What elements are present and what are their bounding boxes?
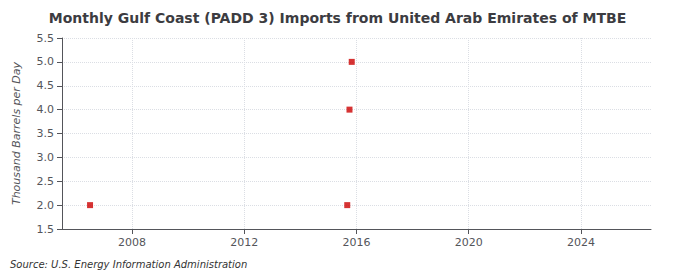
svg-text:2016: 2016	[343, 236, 371, 249]
svg-text:Monthly Gulf Coast (PADD 3) Im: Monthly Gulf Coast (PADD 3) Imports from…	[49, 10, 626, 26]
svg-text:3.5: 3.5	[37, 127, 55, 140]
svg-text:4.5: 4.5	[37, 79, 55, 92]
svg-text:2012: 2012	[230, 236, 258, 249]
svg-text:2020: 2020	[455, 236, 483, 249]
svg-text:Source: U.S. Energy Informatio: Source: U.S. Energy Information Administ…	[10, 259, 247, 270]
svg-text:5.0: 5.0	[37, 55, 55, 68]
svg-text:3.0: 3.0	[37, 151, 55, 164]
svg-text:1.5: 1.5	[37, 223, 55, 236]
svg-text:2024: 2024	[567, 236, 595, 249]
svg-text:2.0: 2.0	[37, 199, 55, 212]
svg-text:2.5: 2.5	[37, 175, 55, 188]
svg-text:2008: 2008	[118, 236, 146, 249]
svg-text:4.0: 4.0	[37, 103, 55, 116]
svg-text:5.5: 5.5	[37, 32, 55, 45]
svg-text:Thousand Barrels per Day: Thousand Barrels per Day	[10, 61, 23, 205]
